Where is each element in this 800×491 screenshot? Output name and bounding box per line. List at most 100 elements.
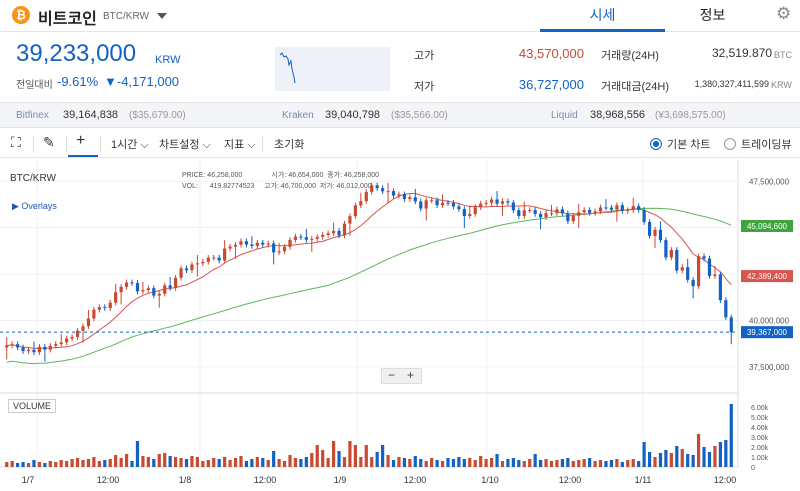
- candle-body: [48, 345, 52, 350]
- volume-bar: [680, 449, 684, 467]
- volume-bar: [446, 458, 450, 467]
- reset-button[interactable]: 초기화: [274, 139, 305, 151]
- candle-body: [528, 210, 532, 212]
- volume-bar: [168, 456, 172, 467]
- candle-body: [43, 346, 47, 350]
- chart-settings-label: 차트설정: [159, 139, 200, 151]
- candle-body: [571, 215, 575, 222]
- chart-canvas[interactable]: 47,500,00045,000,00042,500,00040,000,000…: [0, 159, 800, 491]
- candle-body: [533, 210, 537, 214]
- ohlc-vol-value: 419.82774523: [209, 183, 255, 190]
- candle-body: [288, 239, 292, 247]
- candle-body: [718, 274, 722, 301]
- amount-24h-label: 거래대금(24H): [601, 81, 669, 93]
- volume-tick-label: 0: [751, 465, 755, 472]
- exchange-name[interactable]: Liquid: [551, 110, 578, 121]
- candle-body: [457, 206, 461, 210]
- exchange-name[interactable]: Kraken: [282, 110, 314, 121]
- interval-select[interactable]: 1시간 ⌵: [111, 136, 149, 152]
- ohlc-low-label: 저가:: [319, 183, 335, 190]
- volume-bar: [598, 460, 603, 467]
- volume-bar: [419, 459, 423, 467]
- crosshair-icon[interactable]: +: [76, 132, 86, 149]
- candle-body: [342, 223, 347, 236]
- volume-bar: [348, 441, 352, 467]
- volume-bar: [511, 458, 515, 467]
- interval-label: 1시간: [111, 139, 138, 151]
- volume-bar: [500, 461, 505, 467]
- gear-icon[interactable]: ⚙: [776, 4, 792, 23]
- volume-tick-label: 3.00k: [751, 435, 769, 442]
- chevron-down-icon[interactable]: [157, 13, 167, 19]
- volume-bar: [484, 459, 488, 467]
- tab-info[interactable]: 정보: [699, 7, 726, 23]
- pencil-icon[interactable]: ✎: [43, 134, 55, 150]
- ohlc-open-label: 시가:: [271, 172, 287, 179]
- volume-bar: [696, 434, 701, 467]
- chevron-down-icon: ⌵: [137, 139, 149, 151]
- volume-bar: [664, 450, 668, 467]
- volume-bar: [495, 454, 499, 467]
- zoom-out-button[interactable]: −: [388, 368, 396, 382]
- candle-body: [75, 330, 80, 337]
- chart-settings-menu[interactable]: 차트설정 ⌵: [159, 136, 211, 152]
- candle-body: [135, 282, 140, 292]
- x-tick-label: 1/7: [22, 475, 35, 485]
- candle-body: [59, 342, 63, 345]
- volume-bar: [190, 456, 194, 467]
- candle-body: [108, 302, 112, 309]
- candle-body: [615, 205, 619, 210]
- overlays-toggle[interactable]: ▶ Overlays: [12, 201, 57, 211]
- candle-body: [282, 246, 287, 252]
- volume-tick-label: 2.00k: [751, 445, 769, 452]
- exchange-name[interactable]: Bitfinex: [16, 110, 49, 121]
- volume-bar: [5, 462, 9, 467]
- volume-bar: [250, 459, 254, 467]
- tradingview-radio[interactable]: [724, 138, 736, 150]
- x-tick-label: 12:00: [559, 475, 582, 485]
- coin-header: ₿ 비트코인 BTC/KRW 시세 정보 ⚙: [0, 0, 800, 32]
- volume-bar: [506, 459, 510, 467]
- chart-pair-label: BTC/KRW: [10, 173, 56, 184]
- volume-bar: [293, 458, 298, 467]
- low-value: 36,727,000: [518, 77, 584, 92]
- volume-bar: [223, 457, 227, 467]
- basic-chart-radio[interactable]: [650, 138, 662, 150]
- volume-bar: [130, 461, 134, 467]
- volume-24h-unit: BTC: [774, 50, 792, 60]
- ohlc-price-value: 46,258,000: [207, 172, 243, 179]
- volume-bar: [604, 461, 608, 467]
- volume-bar: [277, 459, 281, 467]
- zoom-in-button[interactable]: +: [407, 368, 415, 382]
- candle-body: [190, 264, 194, 271]
- candle-body: [353, 205, 357, 217]
- volume-bar: [206, 460, 210, 467]
- candle-body: [686, 267, 690, 280]
- candle-body: [468, 213, 472, 216]
- candle-body: [479, 203, 483, 208]
- volume-tick-label: 6.00k: [751, 405, 769, 412]
- volume-bar: [566, 458, 570, 467]
- volume-bar: [212, 458, 216, 467]
- price-chart[interactable]: 47,500,00045,000,00042,500,00040,000,000…: [0, 159, 800, 491]
- coin-pair[interactable]: BTC/KRW: [103, 11, 149, 22]
- fullscreen-icon[interactable]: ⛶: [11, 134, 21, 150]
- active-tool-indicator: [68, 155, 98, 157]
- candle-body: [326, 233, 330, 235]
- coin-name[interactable]: 비트코인: [38, 11, 97, 28]
- candle-body: [647, 221, 652, 236]
- volume-bar: [713, 446, 717, 467]
- tab-quote[interactable]: 시세: [540, 0, 665, 32]
- volume-bar: [201, 461, 205, 467]
- indicators-menu[interactable]: 지표 ⌵: [224, 136, 256, 152]
- high-value: 43,570,000: [518, 46, 584, 61]
- candle-body: [495, 199, 499, 204]
- candle-body: [266, 243, 270, 245]
- candle-body: [114, 292, 118, 303]
- volume-bar: [179, 458, 183, 467]
- bitcoin-icon: ₿: [12, 6, 30, 24]
- x-tick-label: 1/9: [334, 475, 347, 485]
- candle-body: [642, 209, 646, 222]
- volume-tick-label: 4.00k: [751, 425, 769, 432]
- volume-bar: [135, 441, 140, 467]
